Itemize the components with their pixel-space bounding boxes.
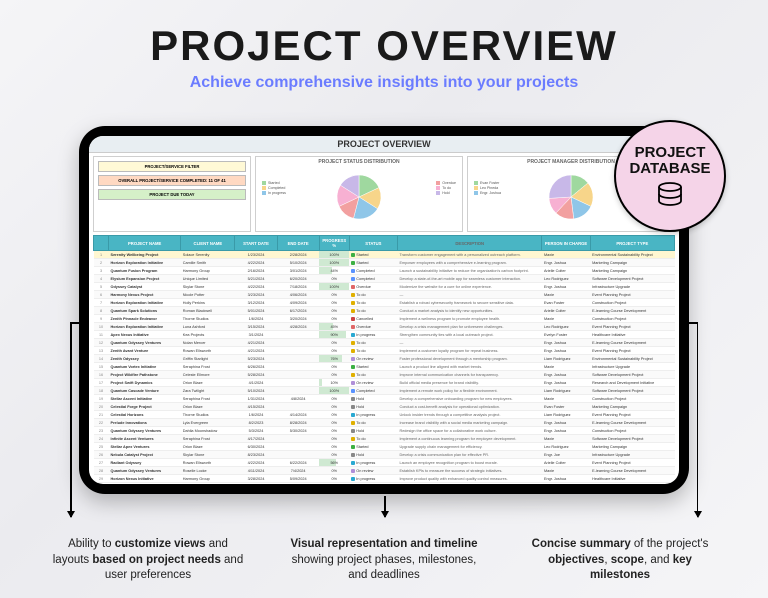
table-row[interactable]: 8Quantum Spark SolutionsRoman Blackwell5… (94, 307, 675, 315)
table-row[interactable]: 14Zenith OdysseyGriffin Starlight5/23/20… (94, 355, 675, 363)
callout-left: Ability to customize views and layouts b… (51, 537, 246, 584)
table-row[interactable]: 2Horizon Exploration InitiativeCamille S… (94, 259, 675, 267)
table-header-cell[interactable]: CLIENT NAME (181, 236, 235, 251)
tablet-frame: PROJECT OVERVIEW PROJECT/SERVICE FILTER … (79, 126, 689, 494)
table-row[interactable]: 10Horizon Exploration InitiativeLuna Ash… (94, 323, 675, 331)
screen: PROJECT OVERVIEW PROJECT/SERVICE FILTER … (89, 136, 679, 484)
manager-legend: Evan FosterLeo PinedaEngr. Joshua (474, 181, 501, 195)
table-header-cell[interactable]: DESCRIPTION (397, 236, 542, 251)
callout-center: Visual representation and timeline showi… (287, 537, 482, 584)
table-row[interactable]: 1Serenity Wellbeing ProjectSolace Sereni… (94, 251, 675, 259)
table-row[interactable]: 30Zenith PulseClara James1/21/20245/24/2… (94, 483, 675, 484)
arrow-connector (697, 322, 699, 517)
page-heading: PROJECT OVERVIEW (0, 22, 768, 70)
table-header-cell[interactable]: PERSON IN CHARGE (542, 236, 590, 251)
table-row[interactable]: 23Quantum Odyssey VenturesDahlia Moonsha… (94, 427, 675, 435)
table-row[interactable]: 19Stellar Ascent InitiativeSeraphina Fro… (94, 395, 675, 403)
table-row[interactable]: 26Nebula Catalyst ProjectSkylar Stone8/2… (94, 451, 675, 459)
table-header-row: PROJECT NAMECLIENT NAMESTART DATEEND DAT… (94, 236, 675, 251)
page-subheading: Achieve comprehensive insights into your… (0, 74, 768, 92)
table-row[interactable]: 4Elysium Expansion ProjectUnique Limited… (94, 275, 675, 283)
arrow-connector (70, 322, 84, 324)
top-panels: PROJECT/SERVICE FILTER OVERALL PROJECT/S… (89, 153, 679, 235)
table-header-cell[interactable]: STATUS (349, 236, 397, 251)
manager-pie-chart (546, 172, 596, 222)
table-row[interactable]: 18Quantum Cascade VentureZara Twilight5/… (94, 387, 675, 395)
status-legend: StartedCompletedIn progress (262, 181, 286, 195)
database-badge: PROJECTDATABASE (614, 120, 726, 232)
completed-summary-bar: OVERALL PROJECT/SERVICE COMPLETED: 11 OF… (98, 175, 246, 186)
table-header-cell[interactable]: PROJECT TYPE (590, 236, 674, 251)
table-header-cell[interactable]: END DATE (277, 236, 319, 251)
table-row[interactable]: 25Stellar Apex VenturesOrion Blaze6/30/2… (94, 443, 675, 451)
status-chart-panel: PROJECT STATUS DISTRIBUTION StartedCompl… (255, 156, 463, 232)
table-header-cell[interactable]: START DATE (235, 236, 277, 251)
status-pie-chart (334, 172, 384, 222)
table-row[interactable]: 17Project Swift DynamicsOrion Blaze4/1/2… (94, 379, 675, 387)
project-table-wrap: PROJECT NAMECLIENT NAMESTART DATEEND DAT… (89, 235, 679, 483)
table-row[interactable]: 22Prelude InnovationsLyla Evergreen8/2/2… (94, 419, 675, 427)
table-row[interactable]: 3Quantum Fusion ProgramHarmony Group2/16… (94, 267, 675, 275)
table-row[interactable]: 11Apex Nexus InitiativeKea Projects3/1/2… (94, 331, 675, 339)
table-header-cell[interactable] (94, 236, 109, 251)
callout-right: Concise summary of the project's objecti… (523, 537, 718, 584)
arrow-connector (384, 496, 386, 517)
table-row[interactable]: 9Zenith Pinnacle EndeavorThorne Studios1… (94, 315, 675, 323)
table-header-cell[interactable]: PROGRESS % (319, 236, 349, 251)
filter-panel: PROJECT/SERVICE FILTER OVERALL PROJECT/S… (93, 156, 251, 232)
table-row[interactable]: 6Harmony Nexus ProjectNicole Potter3/23/… (94, 291, 675, 299)
arrow-connector (70, 322, 72, 517)
badge-text: PROJECTDATABASE (629, 145, 710, 178)
status-chart-title: PROJECT STATUS DISTRIBUTION (256, 157, 462, 167)
table-row[interactable]: 21Celestial HorizonsThorne Studios1/6/20… (94, 411, 675, 419)
due-today-bar[interactable]: PROJECT DUE TODAY (98, 189, 246, 200)
table-row[interactable]: 7Horizon Exploration InitiativeHolly Per… (94, 299, 675, 307)
table-row[interactable]: 13Zenith Avant VentureRowan Ellsworth4/2… (94, 347, 675, 355)
table-row[interactable]: 24Infinite Ascent VenturesSeraphina Fros… (94, 435, 675, 443)
database-icon (655, 182, 685, 208)
table-row[interactable]: 5Odyssey CatalystSkylar Stone4/22/20247/… (94, 283, 675, 291)
table-row[interactable]: 29Horizon Nexus InitiativeHarmony Group3… (94, 475, 675, 483)
table-header-cell[interactable]: PROJECT NAME (109, 236, 181, 251)
screen-title: PROJECT OVERVIEW (89, 136, 679, 153)
filter-bar[interactable]: PROJECT/SERVICE FILTER (98, 161, 246, 172)
project-table: PROJECT NAMECLIENT NAMESTART DATEEND DAT… (93, 235, 675, 483)
table-row[interactable]: 27Radiant OdysseyRowan Ellsworth4/22/202… (94, 459, 675, 467)
table-row[interactable]: 12Quantum Odyssey VenturesNolan Mercer4/… (94, 339, 675, 347)
table-body: 1Serenity Wellbeing ProjectSolace Sereni… (94, 251, 675, 484)
table-row[interactable]: 28Quantum Odyssey VenturesRoselle Locke4… (94, 467, 675, 475)
status-legend: OverdueTo doHold (436, 181, 456, 195)
table-row[interactable]: 20Celestial Forge ProjectOrion Blaze4/15… (94, 403, 675, 411)
table-row[interactable]: 15Quantum Vortex InitiativeSeraphina Fro… (94, 363, 675, 371)
table-row[interactable]: 16Project Wildfire PathstoneCeleste Ellm… (94, 371, 675, 379)
callouts-row: Ability to customize views and layouts b… (0, 537, 768, 584)
